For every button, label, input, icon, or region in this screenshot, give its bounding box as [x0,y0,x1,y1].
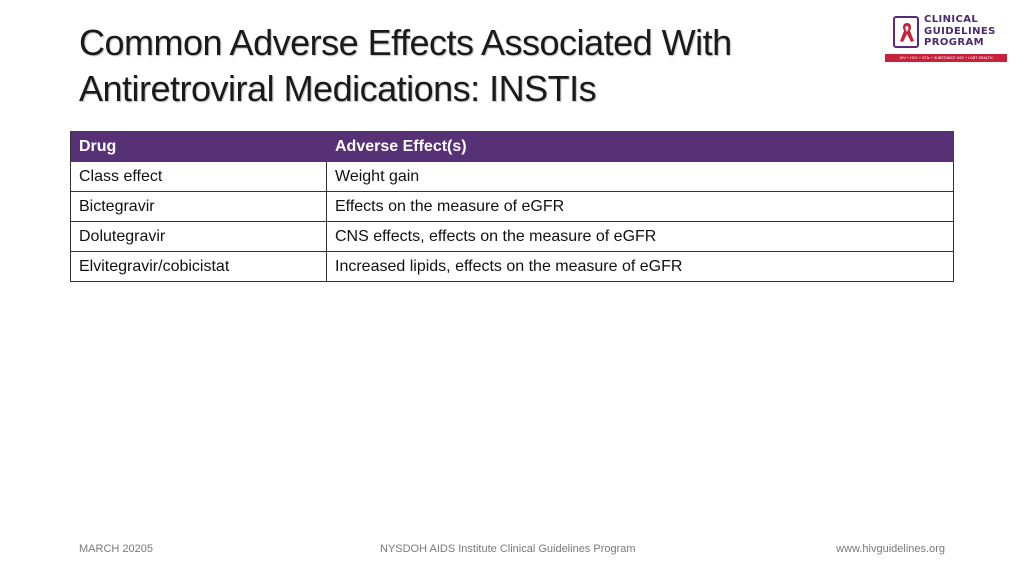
effect-cell: Weight gain [326,161,954,192]
table-header-row: Drug Adverse Effect(s) [70,131,954,162]
table-row: Dolutegravir CNS effects, effects on the… [70,221,954,252]
column-header-drug: Drug [70,131,327,162]
table-row: Class effect Weight gain [70,161,954,192]
effect-cell: CNS effects, effects on the measure of e… [326,221,954,252]
logo-emblem [893,16,919,48]
effect-cell: Effects on the measure of eGFR [326,191,954,222]
drug-cell: Bictegravir [70,191,327,222]
logo-line-2: GUIDELINES [924,25,996,37]
table-row: Elvitegravir/cobicistat Increased lipids… [70,251,954,282]
logo-wordmark: CLINICAL GUIDELINES PROGRAM [924,14,996,49]
clinical-guidelines-program-logo: CLINICAL GUIDELINES PROGRAM HIV • HCV • … [885,12,1007,64]
drug-cell: Class effect [70,161,327,192]
slide-title: Common Adverse Effects Associated With A… [79,20,839,112]
footer-organization: NYSDOH AIDS Institute Clinical Guideline… [380,543,636,555]
logo-tagline: HIV • HCV • STIs • SUBSTANCE USE • LGBT … [885,54,1007,62]
drug-cell: Dolutegravir [70,221,327,252]
footer-website: www.hivguidelines.org [836,543,945,555]
effect-cell: Increased lipids, effects on the measure… [326,251,954,282]
slide-title-line-2: Antiretroviral Medications: INSTIs [79,68,597,109]
drug-cell: Elvitegravir/cobicistat [70,251,327,282]
column-header-adverse-effects: Adverse Effect(s) [326,131,954,162]
slide-title-line-1: Common Adverse Effects Associated With [79,22,732,63]
adverse-effects-table: Drug Adverse Effect(s) Class effect Weig… [70,131,954,282]
awareness-ribbon-icon [900,23,914,42]
logo-line-3: PROGRAM [924,37,984,48]
table-row: Bictegravir Effects on the measure of eG… [70,191,954,222]
logo-line-1: CLINICAL [924,14,979,25]
footer-date: MARCH 20205 [79,543,153,555]
